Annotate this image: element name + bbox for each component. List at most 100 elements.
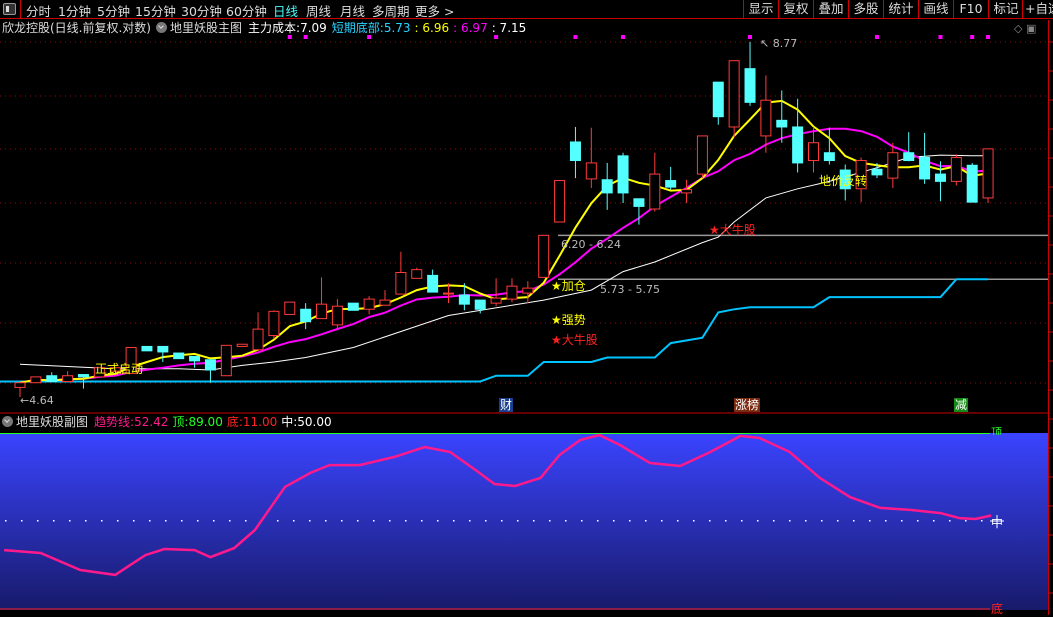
high-price-label: ↖ 8.77	[760, 37, 797, 50]
tab-period-daily[interactable]: 日线	[273, 4, 299, 19]
tab-period-weekly[interactable]: 周线	[306, 4, 332, 19]
signal-markers	[287, 35, 991, 39]
candle-body	[538, 234, 550, 278]
draw-button[interactable]: 画线	[918, 0, 953, 19]
candle-body	[871, 168, 883, 176]
candle	[379, 290, 391, 306]
candle-body	[712, 81, 724, 118]
add-position-annotation: ★加仓	[551, 279, 586, 293]
sub-indicator-name[interactable]: 地里妖股副图	[16, 415, 89, 429]
candle-body	[331, 305, 343, 326]
tab-period-60min[interactable]: 60分钟	[226, 4, 267, 19]
overlay-button[interactable]: 叠加	[813, 0, 848, 19]
mark-button[interactable]: 标记	[988, 0, 1023, 19]
candle	[284, 301, 296, 315]
mid-dot	[277, 520, 279, 522]
mid-dot	[629, 520, 631, 522]
stats-button[interactable]: 统计	[883, 0, 918, 19]
cost-label: 主力成本:	[248, 21, 301, 35]
candle	[633, 198, 645, 225]
mid-dot	[805, 520, 807, 522]
diamond-icon[interactable]: ◇	[1014, 22, 1023, 35]
mid-dot	[517, 520, 519, 522]
candle	[665, 166, 677, 190]
candle	[903, 132, 915, 162]
candle-body	[46, 375, 58, 383]
mid-dot	[613, 520, 615, 522]
multi-stock-button[interactable]: 多股	[848, 0, 883, 19]
candle	[808, 126, 819, 173]
toolbar: 分时 1分钟 5分钟 15分钟 30分钟 60分钟 日线 周线 月线 多周期 更…	[0, 0, 1053, 19]
candle-body	[284, 301, 296, 315]
event-mark-reduce[interactable]: 减	[954, 398, 969, 412]
candle-body	[490, 297, 502, 304]
dropdown-icon[interactable]	[2, 416, 13, 427]
mid-dot	[69, 520, 71, 522]
candle	[760, 75, 772, 153]
mid-dot	[981, 520, 983, 522]
candle	[204, 359, 216, 383]
adjust-button[interactable]: 复权	[778, 0, 813, 19]
candle-body	[268, 310, 280, 337]
tab-period-15min[interactable]: 15分钟	[135, 4, 176, 19]
candle	[173, 352, 185, 360]
mid-dot	[853, 520, 855, 522]
display-button[interactable]: 显示	[743, 0, 778, 19]
candle-body	[173, 352, 185, 360]
mid-dot	[757, 520, 759, 522]
candle-body	[934, 173, 946, 182]
tab-period-fenshi[interactable]: 分时	[26, 4, 52, 19]
tab-period-30min[interactable]: 30分钟	[181, 4, 222, 19]
window-icon[interactable]: ▣	[1025, 22, 1037, 35]
candle	[554, 180, 566, 223]
candle	[950, 154, 962, 186]
tab-period-monthly[interactable]: 月线	[340, 4, 366, 19]
dropdown-icon[interactable]	[156, 22, 167, 33]
reversal-annotation: 地价反转	[819, 174, 868, 188]
tab-period-5min[interactable]: 5分钟	[97, 4, 130, 19]
mid-dot	[933, 520, 935, 522]
candle	[300, 303, 312, 330]
mid-dot	[101, 520, 103, 522]
indicator-name[interactable]: 地里妖股主图	[170, 21, 243, 35]
f10-button[interactable]: F10	[953, 0, 988, 19]
candle-body	[887, 152, 899, 179]
axis-bottom-label: 底	[991, 602, 1004, 616]
mid-dot	[533, 520, 535, 522]
event-mark-finance[interactable]: 财	[499, 398, 514, 412]
tab-period-multi[interactable]: 多周期	[372, 4, 410, 19]
event-mark-limit-up[interactable]: 涨榜	[734, 398, 761, 412]
candle-body	[522, 287, 534, 294]
candle	[30, 376, 42, 384]
candle	[411, 267, 423, 279]
corner-icons: ◇ ▣	[1014, 22, 1036, 35]
mid-dot	[693, 520, 695, 522]
panel-toggle-icon[interactable]	[3, 3, 16, 15]
candle-body	[427, 274, 439, 293]
candle	[681, 179, 693, 204]
candle-body	[760, 99, 772, 137]
candle-body	[474, 299, 486, 310]
candle	[395, 251, 407, 295]
signal-marker	[938, 35, 943, 39]
top-label: 顶:	[172, 415, 189, 429]
toolbar-divider	[20, 0, 21, 19]
candle	[982, 148, 994, 204]
tab-period-1min[interactable]: 1分钟	[58, 4, 91, 19]
mid-dot	[885, 520, 887, 522]
candle-body	[569, 141, 581, 162]
tab-period-more[interactable]: 更多 >	[415, 4, 455, 19]
candle-body	[649, 173, 661, 210]
mid-dot	[725, 520, 727, 522]
candle	[855, 157, 867, 203]
candle-body	[966, 164, 978, 203]
candle-body	[411, 269, 423, 279]
candle	[109, 367, 121, 372]
candle-body	[204, 359, 216, 371]
fast-ma-line	[19, 99, 989, 384]
add-watchlist-button[interactable]: +自选	[1022, 0, 1053, 19]
signal-marker	[970, 35, 975, 39]
candle	[696, 135, 708, 179]
main-grid	[0, 41, 1048, 384]
